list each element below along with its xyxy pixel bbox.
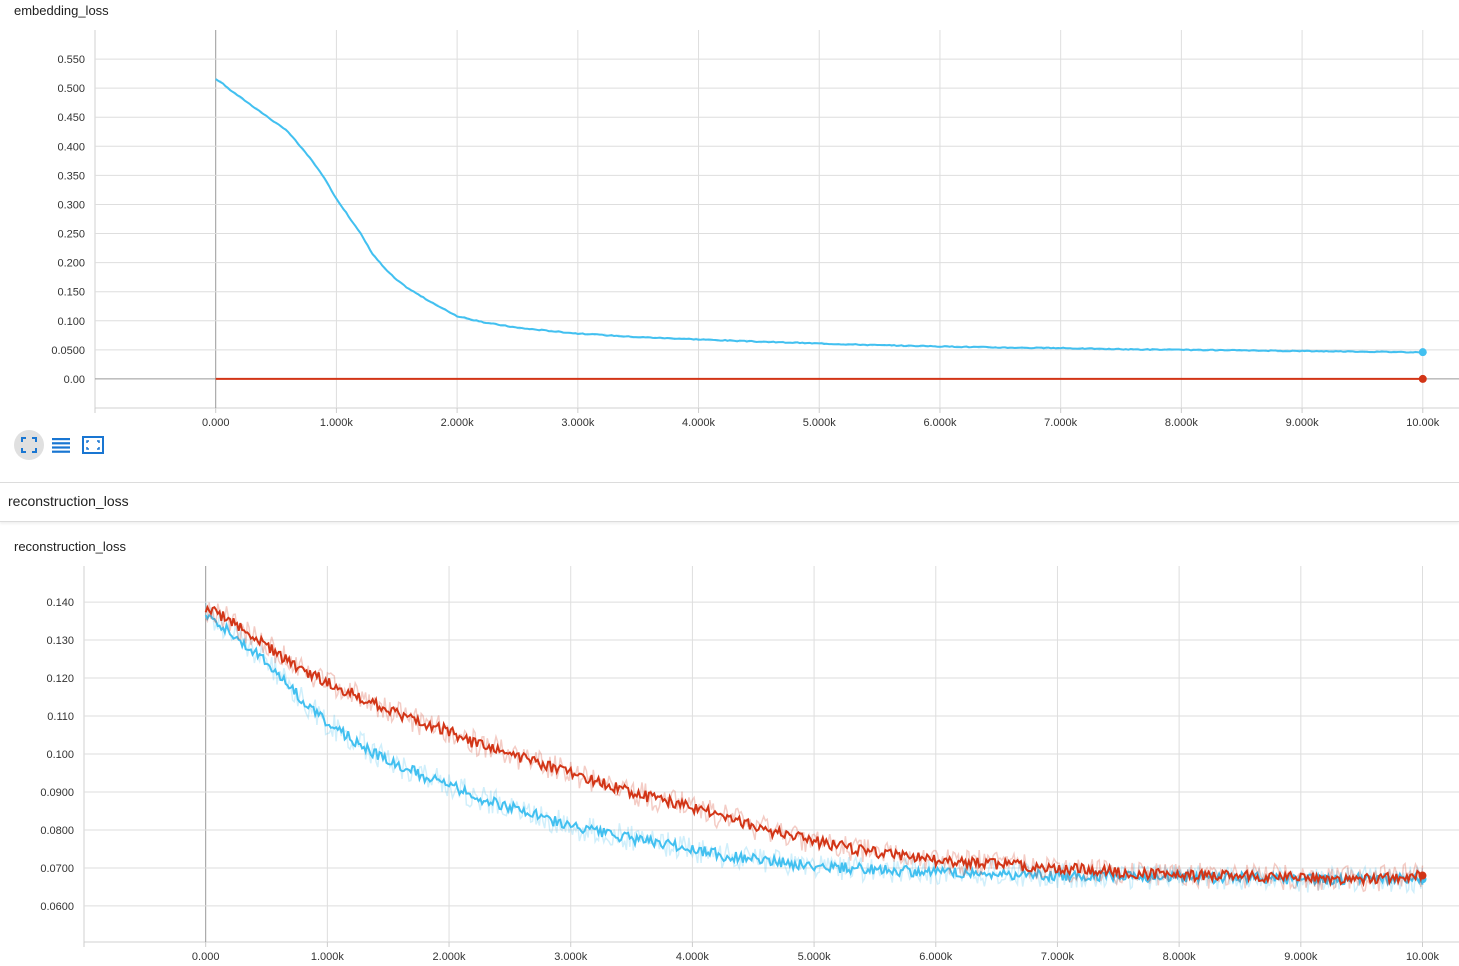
chart-title-reconstruction-loss: reconstruction_loss: [14, 539, 126, 554]
x-tick-label: 2.000k: [433, 951, 467, 963]
section-title: reconstruction_loss: [8, 493, 129, 509]
section-header[interactable]: reconstruction_loss: [0, 482, 1459, 522]
y-tick-label: 0.350: [57, 170, 85, 182]
series-end-point: [1418, 374, 1427, 383]
y-tick-label: 0.0700: [40, 863, 74, 875]
x-tick-label: 10.00k: [1406, 417, 1440, 429]
fullscreen-icon: [21, 437, 37, 453]
x-tick-label: 4.000k: [676, 951, 710, 963]
list-icon: [52, 438, 70, 453]
y-tick-label: 0.0500: [51, 345, 85, 357]
y-tick-label: 0.400: [57, 141, 85, 153]
x-tick-label: 10.00k: [1406, 951, 1440, 963]
x-tick-label: 5.000k: [798, 951, 832, 963]
y-tick-label: 0.110: [47, 711, 74, 723]
x-tick-label: 3.000k: [554, 951, 588, 963]
x-tick-label: 6.000k: [923, 417, 957, 429]
x-tick-label: 1.000k: [311, 951, 345, 963]
y-tick-label: 0.120: [46, 673, 74, 685]
x-tick-label: 0.000: [192, 951, 220, 963]
x-tick-label: 8.000k: [1163, 951, 1197, 963]
series-line: [204, 604, 1424, 888]
y-tick-label: 0.300: [57, 199, 85, 211]
y-tick-label: 0.0900: [40, 787, 74, 799]
chart-embedding-loss[interactable]: 0.000 1.000k 2.000k 3.000k 4.000k 5.000k 6.000…: [0, 0, 1459, 430]
series-line: [204, 614, 1424, 888]
toggle-data-button[interactable]: [46, 430, 76, 460]
x-tick-label: 9.000k: [1284, 951, 1318, 963]
fullscreen-button[interactable]: [14, 430, 44, 460]
y-tick-label: 0.100: [57, 316, 85, 328]
y-tick-label: 0.140: [46, 597, 74, 609]
y-tick-label: 0.550: [57, 54, 85, 66]
y-tick-label: 0.250: [57, 229, 85, 241]
y-tick-label: 0.130: [46, 635, 74, 647]
x-tick-label: 5.000k: [803, 417, 837, 429]
series-end-point: [1418, 871, 1427, 880]
y-tick-label: 0.0600: [40, 901, 74, 913]
series-line: [215, 78, 1424, 354]
fit-domain-button[interactable]: [78, 430, 108, 460]
chart-title-embedding-loss: embedding_loss: [14, 3, 109, 18]
x-tick-label: 7.000k: [1044, 417, 1078, 429]
y-tick-label: 0.200: [57, 258, 85, 270]
x-tick-label: 0.000: [202, 417, 230, 429]
y-tick-label: 0.450: [57, 112, 85, 124]
y-tick-label: 0.100: [46, 749, 74, 761]
x-tick-label: 9.000k: [1286, 417, 1320, 429]
y-tick-label: 0.500: [57, 83, 85, 95]
x-tick-label: 1.000k: [320, 417, 354, 429]
x-tick-label: 3.000k: [561, 417, 595, 429]
x-tick-label: 7.000k: [1041, 951, 1075, 963]
fit-domain-icon: [82, 436, 104, 454]
series-end-point: [1418, 348, 1427, 357]
chart-reconstruction-loss[interactable]: 0.000 1.000k 2.000k 3.000k 4.000k 5.000k 6.000…: [0, 536, 1459, 966]
y-tick-label: 0.00: [64, 374, 85, 386]
y-tick-label: 0.0800: [40, 825, 74, 837]
x-tick-label: 2.000k: [441, 417, 475, 429]
x-tick-label: 6.000k: [919, 951, 953, 963]
x-tick-label: 4.000k: [682, 417, 716, 429]
x-tick-label: 8.000k: [1165, 417, 1199, 429]
y-tick-label: 0.150: [57, 287, 85, 299]
